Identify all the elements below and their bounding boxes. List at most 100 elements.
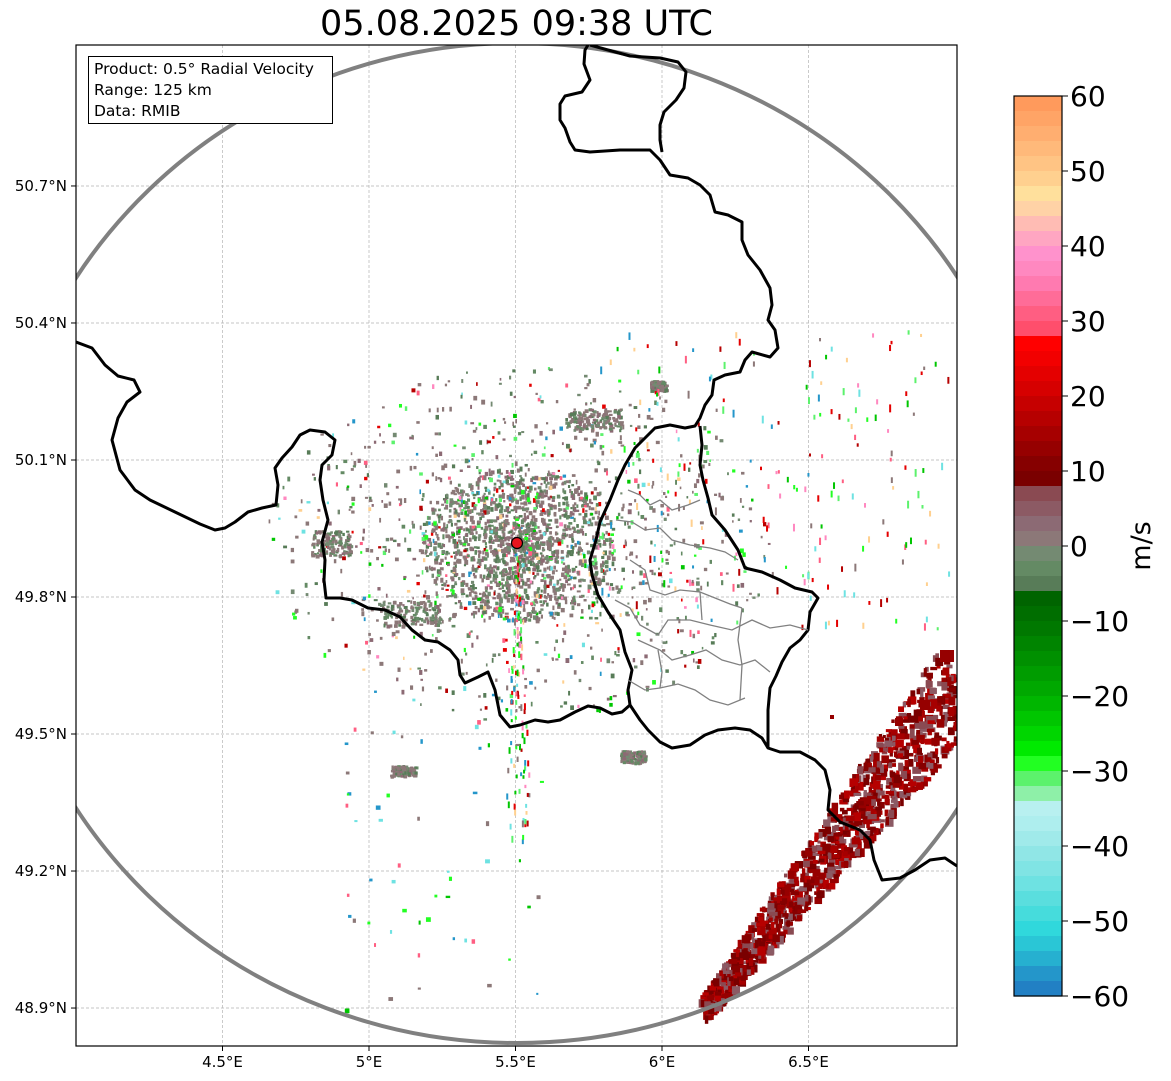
radar-site-marker — [510, 536, 524, 550]
colorbar-band — [1014, 486, 1062, 502]
lat-tick-label: 49.2°N — [15, 862, 67, 880]
colorbar-band — [1014, 96, 1062, 112]
colorbar-band — [1014, 246, 1062, 262]
colorbar-band — [1014, 516, 1062, 532]
colorbar-band — [1014, 921, 1062, 937]
colorbar-band — [1014, 111, 1062, 127]
country-border — [589, 45, 688, 153]
info-source: Data: RMIB — [94, 102, 181, 120]
colorbar-band — [1014, 576, 1062, 592]
colorbar-band — [1014, 141, 1062, 157]
colorbar-band — [1014, 456, 1062, 472]
axis-ticks: 4.5°E 5°E 5.5°E 6°E 6.5°E 48.9°N 49.2°N 49.5°N 4… — [15, 177, 829, 1071]
lat-tick-label: 50.7°N — [15, 177, 67, 195]
lat-tick-label: 49.8°N — [15, 588, 67, 606]
colorbar-band — [1014, 591, 1062, 607]
colorbar-band — [1014, 531, 1062, 547]
lon-tick-label: 6.5°E — [788, 1053, 829, 1071]
info-box: Product: 0.5° Radial Velocity Range: 125… — [88, 56, 333, 124]
lat-tick-label: 48.9°N — [15, 999, 67, 1017]
colorbar-band — [1014, 891, 1062, 907]
radar-map: 4.5°E 5°E 5.5°E 6°E 6.5°E 48.9°N 49.2°N 49.5°N 4… — [15, 44, 958, 1071]
colorbar-band — [1014, 171, 1062, 187]
colorbar-band — [1014, 261, 1062, 277]
colorbar-band — [1014, 351, 1062, 367]
colorbar-band — [1014, 666, 1062, 682]
colorbar-ticks: 60 50 40 30 20 10 0 −10 −20 −30 −40 −50 −60 — [1062, 80, 1129, 1013]
colorbar-frame — [1013, 95, 1063, 997]
colorbar-band — [1014, 336, 1062, 352]
colorbar-band — [1014, 861, 1062, 877]
colorbar-band — [1014, 741, 1062, 757]
country-border — [558, 45, 780, 706]
colorbar-band — [1014, 951, 1062, 967]
colorbar-band — [1014, 816, 1062, 832]
colorbar-tick-label: −20 — [1070, 680, 1129, 713]
colorbar-band — [1014, 981, 1062, 997]
lat-tick-label: 50.1°N — [15, 451, 67, 469]
country-border — [698, 425, 820, 748]
colorbar-band — [1014, 411, 1062, 427]
colorbar-tick-label: −40 — [1070, 830, 1129, 863]
colorbar-band — [1014, 546, 1062, 562]
colorbar-band — [1014, 726, 1062, 742]
colorbar-tick-label: 60 — [1070, 80, 1106, 113]
country-border — [628, 704, 957, 882]
colorbar-band — [1014, 381, 1062, 397]
colorbar-band — [1014, 321, 1062, 337]
info-range: Range: 125 km — [94, 81, 212, 99]
colorbar-band — [1014, 771, 1062, 787]
colorbar-band — [1014, 936, 1062, 952]
colorbar-tick-label: 10 — [1070, 455, 1106, 488]
colorbar-band — [1014, 231, 1062, 247]
colorbar-tick-label: 20 — [1070, 380, 1106, 413]
colorbar-tick-label: 50 — [1070, 155, 1106, 188]
colorbar-label: m/s — [1126, 521, 1157, 570]
lon-tick-label: 5°E — [356, 1053, 383, 1071]
colorbar-tick-label: 40 — [1070, 230, 1106, 263]
colorbar-band — [1014, 756, 1062, 772]
lon-tick-label: 5.5°E — [495, 1053, 536, 1071]
colorbar-band — [1014, 396, 1062, 412]
velocity-echoes — [268, 330, 957, 1024]
colorbar-band — [1014, 876, 1062, 892]
colorbar-band — [1014, 126, 1062, 142]
country-border — [76, 340, 631, 729]
colorbar-band — [1014, 801, 1062, 817]
colorbar-band — [1014, 501, 1062, 517]
colorbar-band — [1014, 696, 1062, 712]
colorbar-band — [1014, 276, 1062, 292]
colorbar-band — [1014, 201, 1062, 217]
info-product: Product: 0.5° Radial Velocity — [94, 60, 314, 78]
lon-tick-label: 6°E — [649, 1053, 676, 1071]
colorbar-band — [1014, 441, 1062, 457]
colorbar-tick-label: −60 — [1070, 980, 1129, 1013]
colorbar-band — [1014, 846, 1062, 862]
map-frame — [75, 44, 958, 1047]
colorbar-band — [1014, 681, 1062, 697]
admin-borders — [614, 489, 809, 706]
colorbar-band — [1014, 636, 1062, 652]
colorbar-band — [1014, 561, 1062, 577]
colorbar-band — [1014, 216, 1062, 232]
colorbar-band — [1014, 966, 1062, 982]
colorbar-band — [1014, 471, 1062, 487]
colorbar-band — [1014, 291, 1062, 307]
colorbar-band — [1014, 621, 1062, 637]
colorbar-tick-label: −50 — [1070, 905, 1129, 938]
lat-tick-label: 50.4°N — [15, 314, 67, 332]
colorbar-band — [1014, 651, 1062, 667]
colorbar-band — [1014, 186, 1062, 202]
lon-tick-label: 4.5°E — [202, 1053, 243, 1071]
colorbar-band — [1014, 831, 1062, 847]
colorbar-band — [1014, 786, 1062, 802]
colorbar-tick-label: −30 — [1070, 755, 1129, 788]
colorbar-band — [1014, 156, 1062, 172]
colorbar-band — [1014, 906, 1062, 922]
colorbar-band — [1014, 426, 1062, 442]
colorbar-tick-label: 30 — [1070, 305, 1106, 338]
gridlines — [76, 45, 957, 1046]
lat-tick-label: 49.5°N — [15, 725, 67, 743]
colorbar-band — [1014, 306, 1062, 322]
colorbar-tick-label: −10 — [1070, 605, 1129, 638]
